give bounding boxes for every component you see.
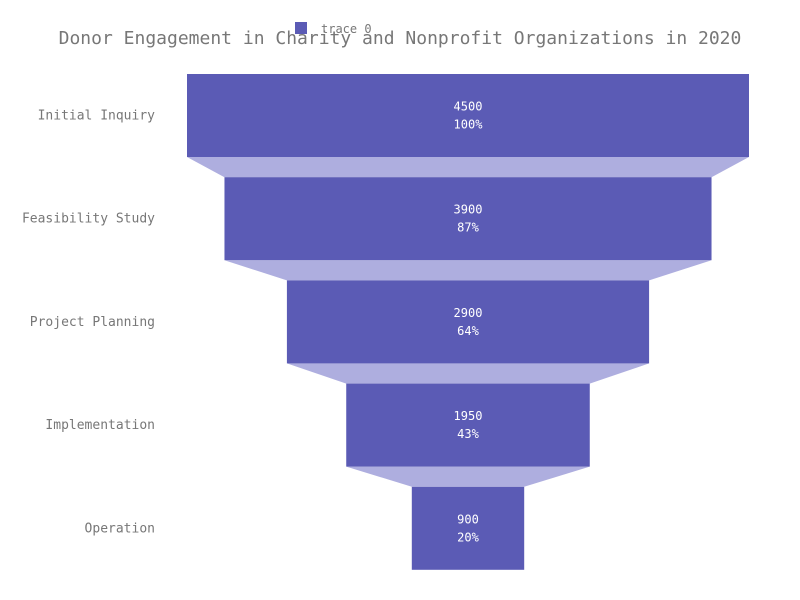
bar-feasibility-study[interactable] [224,177,712,261]
y-tick-initial-inquiry: Initial Inquiry [38,109,156,124]
y-tick-project-planning: Project Planning [30,315,155,330]
bar-percent-label-implementation: 43% [457,427,479,441]
legend-swatch[interactable] [295,22,307,34]
legend-entry-trace-0[interactable]: trace 0 [321,22,372,36]
bar-operation[interactable] [411,486,525,570]
connector-2 [224,260,712,281]
funnel-bars [187,74,749,570]
y-tick-implementation: Implementation [45,418,155,433]
bar-percent-label-project-planning: 64% [457,324,479,338]
bar-value-label-initial-inquiry: 4500 [454,100,483,114]
legend[interactable]: trace 0 [295,22,372,36]
bar-project-planning[interactable] [286,280,650,364]
connector-1 [187,157,749,178]
funnel-bar-labels: 4500 100% 3900 87% 2900 64% 1950 43% 900 20% [454,100,484,545]
bar-percent-label-feasibility-study: 87% [457,221,479,235]
y-axis-tick-labels: Initial Inquiry Feasibility Study Project … [22,109,155,537]
bar-value-label-implementation: 1950 [454,409,483,423]
bar-value-label-project-planning: 2900 [454,306,483,320]
bar-value-label-feasibility-study: 3900 [454,203,483,217]
bar-value-label-operation: 900 [457,512,479,526]
funnel-connectors [187,157,749,487]
bar-initial-inquiry[interactable] [187,74,749,157]
connector-4 [346,466,590,487]
chart-title: Donor Engagement in Charity and Nonprofi… [59,28,742,49]
bar-implementation[interactable] [346,383,590,467]
connector-3 [286,363,650,384]
bar-percent-label-operation: 20% [457,530,479,544]
bar-percent-label-initial-inquiry: 100% [454,118,484,132]
y-tick-operation: Operation [85,521,155,536]
y-tick-feasibility-study: Feasibility Study [22,212,155,227]
